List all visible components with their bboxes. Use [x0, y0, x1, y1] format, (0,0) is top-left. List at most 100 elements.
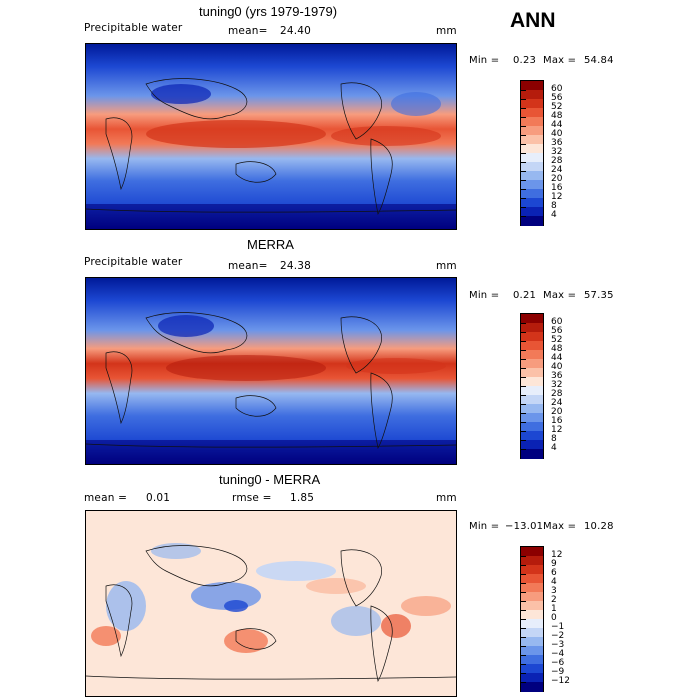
colorbar-label: 8 — [551, 433, 557, 444]
colorbar-tick — [521, 628, 526, 629]
colorbar-label: 6 — [551, 567, 557, 578]
panel-2-units: mm — [436, 260, 457, 272]
panel-3-map — [85, 510, 457, 697]
colorbar-label: 12 — [551, 191, 563, 202]
colorbar-label: 4 — [551, 209, 557, 220]
panel-1-max-value: 54.84 — [584, 55, 614, 66]
colorbar-tick — [521, 556, 526, 557]
colorbar-label: 40 — [551, 361, 563, 372]
colorbar-label: −9 — [551, 666, 565, 677]
colorbar-cell — [521, 556, 543, 566]
colorbar-tick — [521, 386, 526, 387]
colorbar-cell — [521, 574, 543, 584]
panel-3-mean-value: 0.01 — [146, 492, 171, 504]
colorbar-tick — [521, 646, 526, 647]
colorbar-tick — [521, 404, 526, 405]
colorbar-cell — [521, 628, 543, 638]
panel-2-title: MERRA — [247, 237, 294, 252]
colorbar-cell — [521, 314, 543, 324]
colorbar-label: 48 — [551, 343, 563, 354]
panel-2-variable-label: Precipitable water — [84, 256, 183, 268]
colorbar-tick — [521, 323, 526, 324]
colorbar-cell — [521, 646, 543, 656]
colorbar-tick — [521, 422, 526, 423]
colorbar-label: −3 — [551, 639, 565, 650]
colorbar-cell — [521, 395, 543, 405]
colorbar-label: 16 — [551, 415, 563, 426]
colorbar-cell — [521, 440, 543, 450]
colorbar-cell — [521, 90, 543, 100]
colorbar-cell — [521, 547, 543, 557]
colorbar-cell — [521, 386, 543, 396]
panel-3-rmse-value: 1.85 — [290, 492, 315, 504]
colorbar-label: 9 — [551, 558, 557, 569]
colorbar-label: 2 — [551, 594, 557, 605]
colorbar-tick — [521, 207, 526, 208]
panel-1-mean-label: mean= — [228, 25, 268, 37]
colorbar-tick — [521, 368, 526, 369]
colorbar-cell — [521, 422, 543, 432]
colorbar-cell — [521, 341, 543, 351]
colorbar-label: 4 — [551, 442, 557, 453]
colorbar-tick — [521, 610, 526, 611]
colorbar-cell — [521, 368, 543, 378]
colorbar-cell — [521, 207, 543, 217]
colorbar-label: 20 — [551, 406, 563, 417]
panel-2-max-label: Max = — [543, 290, 577, 301]
colorbar-tick — [521, 359, 526, 360]
panel-1-min-value: 0.23 — [513, 55, 537, 66]
colorbar-tick — [521, 171, 526, 172]
panel-3-min-value: −13.01 — [505, 521, 544, 532]
panel-3-map-field — [86, 511, 456, 696]
colorbar-label: 1 — [551, 603, 557, 614]
panel-3-min-label: Min = — [469, 521, 500, 532]
colorbar-tick — [521, 449, 526, 450]
panel-3-rmse-label: rmse = — [232, 492, 272, 504]
colorbar-tick — [521, 673, 526, 674]
colorbar-label: 12 — [551, 549, 563, 560]
colorbar-tick — [521, 198, 526, 199]
panel-3-title: tuning0 - MERRA — [219, 472, 321, 487]
colorbar-tick — [521, 180, 526, 181]
colorbar-tick — [521, 350, 526, 351]
colorbar-cell — [521, 126, 543, 136]
panel-2-mean-value: 24.38 — [280, 260, 312, 272]
colorbar-label: 36 — [551, 137, 563, 148]
colorbar-tick — [521, 144, 526, 145]
colorbar-label: 32 — [551, 379, 563, 390]
panel-3-colorbar — [520, 546, 544, 692]
colorbar-label: 24 — [551, 397, 563, 408]
colorbar-tick — [521, 682, 526, 683]
colorbar-tick — [521, 601, 526, 602]
colorbar-label: −1 — [551, 621, 565, 632]
colorbar-cell — [521, 610, 543, 620]
colorbar-tick — [521, 592, 526, 593]
season-label: ANN — [510, 9, 556, 32]
panel-1-title: tuning0 (yrs 1979-1979) — [199, 4, 338, 19]
panel-2-mean-label: mean= — [228, 260, 268, 272]
panel-2-map-field — [86, 278, 456, 464]
colorbar-cell — [521, 162, 543, 172]
panel-3-mean-label: mean = — [84, 492, 128, 504]
colorbar-cell — [521, 99, 543, 109]
colorbar-cell — [521, 583, 543, 593]
colorbar-label: −4 — [551, 648, 565, 659]
colorbar-cell — [521, 189, 543, 199]
colorbar-tick — [521, 413, 526, 414]
colorbar-cell — [521, 332, 543, 342]
colorbar-label: 28 — [551, 155, 563, 166]
panel-1-units: mm — [436, 25, 457, 37]
colorbar-label: 24 — [551, 164, 563, 175]
colorbar-label: 12 — [551, 424, 563, 435]
colorbar-tick — [521, 332, 526, 333]
panel-1-map — [85, 43, 457, 230]
colorbar-tick — [521, 574, 526, 575]
colorbar-tick — [521, 126, 526, 127]
colorbar-tick — [521, 637, 526, 638]
colorbar-label: 44 — [551, 119, 563, 130]
colorbar-label: 56 — [551, 92, 563, 103]
panel-2-max-value: 57.35 — [584, 290, 614, 301]
panel-1-variable-label: Precipitable water — [84, 22, 183, 34]
colorbar-label: 3 — [551, 585, 557, 596]
colorbar-label: 60 — [551, 316, 563, 327]
